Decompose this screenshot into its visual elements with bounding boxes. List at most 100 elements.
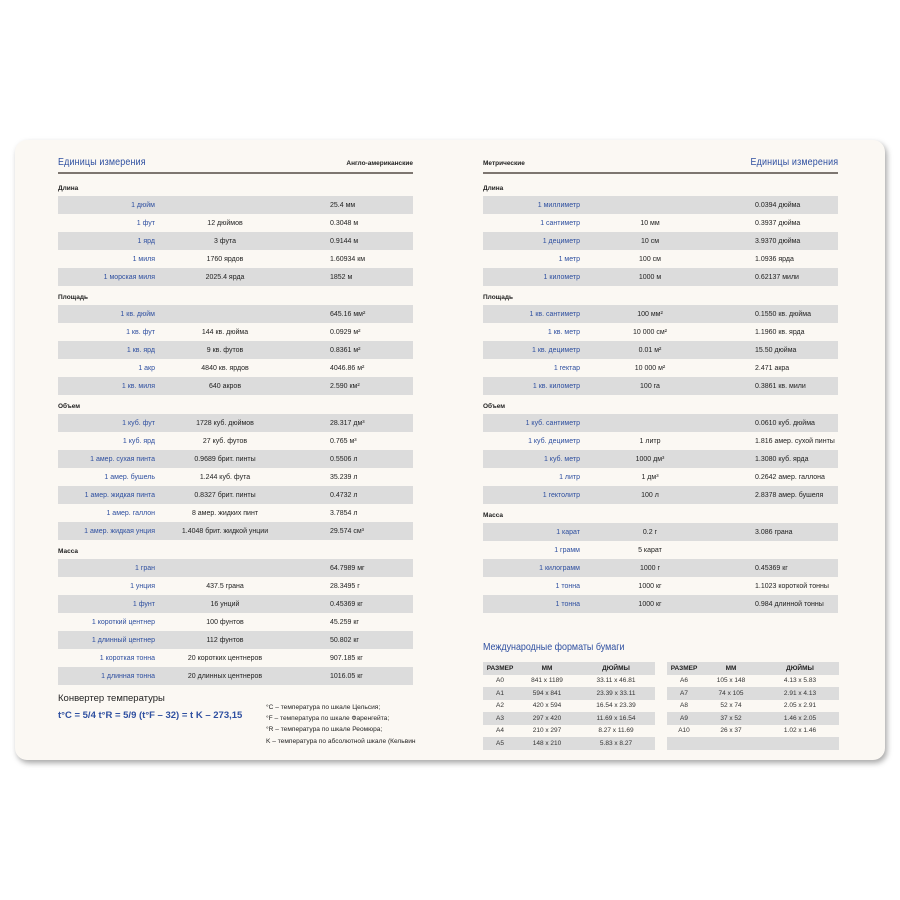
table-row: 1 унция 437.5 грана 28.3495 г — [58, 577, 413, 595]
page-header: Единицы измерения Метрические — [483, 152, 838, 174]
section-heading: Масса — [58, 548, 79, 555]
page-subtitle: Метрические — [483, 160, 525, 167]
unit-equivalent: 437.5 грана — [206, 582, 244, 590]
size-mm: 420 x 594 — [532, 702, 562, 710]
column-header: ДЮЙМЫ — [786, 664, 814, 672]
unit-equivalent: 27 куб. футов — [202, 437, 248, 445]
unit-name: 1 килограмм — [539, 564, 580, 572]
table-row — [667, 737, 839, 750]
unit-value: 4046.86 м² — [330, 364, 365, 372]
unit-value: 28.317 дм³ — [330, 419, 365, 427]
unit-equivalent: 20 длинных центнеров — [187, 672, 263, 680]
table-row: 1 короткая тонна 20 коротких центнеров 907… — [58, 649, 413, 667]
size-inches: 33.11 x 46.81 — [596, 677, 636, 685]
unit-value: 15.50 дюйма — [755, 346, 797, 354]
unit-equivalent: 1 литр — [639, 437, 661, 445]
unit-name: 1 унция — [130, 582, 155, 590]
size-inches: 8.27 x 11.69 — [598, 727, 634, 735]
size-mm: 148 x 210 — [532, 739, 562, 747]
unit-equivalent: 10 мм — [640, 219, 660, 227]
left-page: Единицы измерения Англо-американские Дли… — [58, 152, 413, 685]
unit-equivalent: 5 карат — [638, 546, 662, 554]
unit-value: 1.816 амер. сухой пинты — [755, 437, 835, 445]
unit-equivalent: 112 фунтов — [206, 636, 244, 644]
unit-name: 1 амер. галлон — [106, 509, 155, 517]
unit-value: 1.1960 кв. ярда — [755, 328, 805, 336]
size-mm: 105 x 148 — [716, 677, 746, 685]
table-row: 1 куб. сантиметр 0.0610 куб. дюйма — [483, 414, 838, 432]
unit-value: 28.3495 г — [330, 582, 360, 590]
unit-name: 1 миллиметр — [537, 201, 580, 209]
table-row: 1 кв. миля 640 акров 2.590 км² — [58, 377, 413, 395]
unit-equivalent: 1000 кг — [638, 582, 662, 590]
note: °C – температура по шкале Цельсия; — [266, 704, 381, 711]
section-heading: Площадь — [483, 294, 513, 301]
unit-name: 1 ярд — [137, 237, 155, 245]
table-row: 1 короткий центнер 100 фунтов 45.259 кг — [58, 613, 413, 631]
table-row: 1 гектолитр 100 л 2.8378 амер. бушеля — [483, 486, 838, 504]
unit-name: 1 кв. ярд — [126, 346, 155, 354]
unit-value: 0.4732 л — [330, 491, 358, 499]
paper-size: A5 — [496, 739, 504, 747]
unit-equivalent: 1.4048 брит. жидкой унции — [181, 527, 269, 535]
unit-name: 1 короткая тонна — [99, 654, 155, 662]
unit-name: 1 фунт — [132, 600, 155, 608]
unit-name: 1 гектолитр — [542, 491, 580, 499]
table-header: РАЗМЕР ММ ДЮЙМЫ — [667, 662, 839, 675]
unit-value: 1016.05 кг — [330, 672, 363, 680]
table-row: 1 длинный центнер 112 фунтов 50.802 кг — [58, 631, 413, 649]
unit-name: 1 амер. сухая пинта — [90, 455, 155, 463]
unit-value: 0.1550 кв. дюйма — [755, 310, 811, 318]
table-row: A8 52 x 74 2.05 x 2.91 — [667, 700, 839, 713]
unit-equivalent: 0.8327 брит. пинты — [194, 491, 256, 499]
unit-value: 1.3080 куб. ярда — [755, 455, 809, 463]
size-mm: 210 x 297 — [532, 727, 562, 735]
unit-value: 0.765 м³ — [330, 437, 357, 445]
table-row: 1 куб. дециметр 1 литр 1.816 амер. сухой п… — [483, 432, 838, 450]
unit-value: 0.62137 мили — [755, 273, 799, 281]
note: °F – температура по шкале Фаренгейта; — [266, 715, 390, 723]
unit-equivalent: 1760 ярдов — [206, 255, 244, 263]
size-mm: 841 x 1189 — [531, 677, 563, 685]
unit-sections: Длина 1 миллиметр 0.0394 дюйма 1 сантиметр 1… — [483, 174, 838, 613]
unit-equivalent: 10 000 см² — [633, 328, 667, 336]
unit-equivalent: 16 унций — [210, 600, 240, 608]
size-inches: 2.91 x 4.13 — [783, 689, 817, 697]
table-row: 1 фунт 16 унций 0.45369 кг — [58, 595, 413, 613]
unit-equivalent: 1000 м — [638, 273, 662, 281]
size-mm: 37 x 52 — [720, 714, 742, 722]
unit-equivalent: 12 дюймов — [207, 219, 243, 227]
table-row: 1 амер. галлон 8 амер. жидких пинт 3.7854 … — [58, 504, 413, 522]
size-inches: 1.02 x 1.46 — [783, 727, 817, 735]
table-row: 1 километр 1000 м 0.62137 мили — [483, 268, 838, 286]
unit-equivalent: 0.01 м² — [638, 346, 662, 354]
unit-equivalent: 20 коротких центнеров — [187, 654, 263, 662]
unit-name: 1 фут — [136, 219, 155, 227]
unit-value: 1.60934 км — [330, 255, 366, 263]
unit-name: 1 морская миля — [103, 273, 155, 281]
paper-formats-title: Международные форматы бумаги — [483, 641, 625, 653]
unit-name: 1 кв. дюйм — [120, 310, 155, 318]
unit-value: 25.4 мм — [330, 201, 356, 209]
size-inches: 16.54 x 23.39 — [596, 702, 636, 710]
unit-value: 2.8378 амер. бушеля — [755, 491, 824, 499]
unit-name: 1 гран — [134, 564, 155, 572]
paper-size: A0 — [496, 677, 504, 685]
unit-name: 1 тонна — [555, 582, 580, 590]
size-mm: 52 x 74 — [720, 702, 742, 710]
table-row: 1 длинная тонна 20 длинных центнеров 1016.… — [58, 667, 413, 685]
unit-value: 0.2642 амер. галлона — [755, 473, 825, 481]
unit-equivalent: 640 акров — [208, 382, 242, 390]
column-header: ДЮЙМЫ — [602, 664, 630, 672]
table-row: 1 сантиметр 10 мм 0.3937 дюйма — [483, 214, 838, 232]
unit-value: 0.3861 кв. мили — [755, 382, 806, 390]
unit-value: 2.590 км² — [330, 382, 360, 390]
paper-size: A7 — [680, 689, 688, 697]
unit-name: 1 короткий центнер — [91, 618, 155, 626]
paper-size: A3 — [496, 714, 504, 722]
section-heading: Объем — [483, 403, 506, 410]
unit-value: 0.984 длинной тонны — [755, 600, 824, 608]
table-row: 1 куб. метр 1000 дм³ 1.3080 куб. ярда — [483, 450, 838, 468]
temperature-converter: Конвертер температуры t°C = 5/4 t°R = 5/… — [58, 693, 242, 721]
table-row: 1 кв. километр 100 га 0.3861 кв. мили — [483, 377, 838, 395]
